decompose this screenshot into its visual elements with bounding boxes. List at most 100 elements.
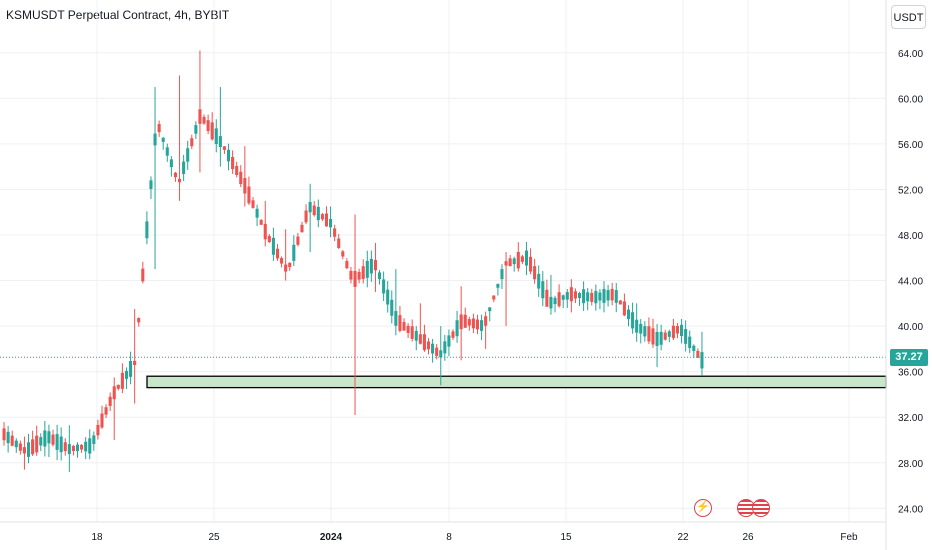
candle-body: [149, 180, 153, 189]
chart-title: KSMUSDT Perpetual Contract, 4h, BYBIT: [6, 8, 230, 22]
candle-body: [365, 260, 369, 278]
support-zone: [146, 375, 887, 389]
candle-body: [104, 407, 108, 415]
candle-body: [137, 318, 141, 323]
candle-body: [582, 289, 586, 304]
candle-body: [573, 291, 577, 299]
candle-body: [96, 424, 100, 436]
candle-body: [549, 296, 553, 309]
candle-body: [602, 288, 606, 303]
candle-body: [541, 281, 545, 299]
candle-body: [647, 326, 651, 342]
candle-body: [67, 444, 71, 455]
candle-body: [700, 352, 704, 369]
lightning-icon[interactable]: ⚡: [694, 499, 712, 517]
currency-button[interactable]: USDT: [891, 5, 926, 29]
candle-body: [6, 431, 10, 444]
candle-body: [39, 437, 43, 446]
candle-body: [447, 335, 451, 347]
candle-body: [659, 331, 663, 345]
candle-body: [231, 156, 235, 170]
candle-body: [610, 288, 614, 301]
candle-body: [333, 228, 337, 237]
candle-body: [226, 149, 231, 162]
candle-body: [553, 297, 557, 305]
candle-body: [218, 136, 222, 148]
candle-body: [120, 372, 124, 389]
candle-body: [533, 266, 537, 280]
candle-body: [537, 273, 541, 289]
candle-body: [267, 236, 271, 243]
candle-body: [598, 292, 602, 301]
candle-body: [308, 201, 312, 213]
candle-body: [692, 345, 696, 351]
candle-body: [186, 148, 190, 162]
candle-body: [524, 250, 528, 266]
candle-body: [353, 270, 357, 287]
candle-body: [18, 443, 22, 451]
candle-body: [451, 331, 455, 338]
candle-body: [480, 320, 484, 331]
candle-body: [594, 291, 598, 304]
candle-body: [206, 120, 210, 132]
candle-body: [606, 290, 610, 301]
candle-body: [586, 292, 590, 302]
candle-body: [467, 319, 471, 326]
candle-body: [271, 237, 275, 255]
candle-body: [304, 210, 308, 223]
candle-body: [141, 268, 145, 282]
candle-body: [222, 146, 226, 150]
x-tick-label: 15: [560, 532, 572, 543]
candle-body: [10, 435, 14, 446]
candle-body: [59, 436, 63, 453]
candle-body: [259, 220, 263, 225]
y-tick-label: 56.00: [898, 140, 923, 151]
us-flag-icon[interactable]: [752, 499, 770, 517]
x-tick-label: 25: [208, 532, 220, 543]
candle-body: [124, 370, 129, 379]
candle-body: [35, 435, 39, 453]
candle-body: [443, 341, 447, 354]
y-tick-label: 44.00: [898, 277, 923, 288]
candle-body: [475, 319, 480, 330]
candle-body: [667, 331, 671, 337]
candle-body: [520, 256, 524, 262]
candle-body: [529, 256, 533, 272]
candle-body: [508, 258, 512, 267]
candle-body: [145, 221, 149, 239]
y-tick-label: 40.00: [898, 322, 923, 333]
candle-body: [292, 244, 296, 261]
candle-body: [194, 125, 198, 134]
candle-body: [169, 159, 173, 168]
candle-body: [173, 172, 177, 178]
last-price-tag: 37.27: [890, 349, 928, 366]
candle-body: [439, 350, 443, 358]
candle-body: [84, 441, 88, 452]
candle-body: [410, 326, 414, 339]
candle-body: [414, 330, 418, 341]
candle-body: [202, 116, 206, 124]
candle-body: [324, 213, 329, 227]
candle-body: [157, 124, 161, 133]
candle-body: [622, 301, 626, 316]
candle-body: [639, 323, 643, 334]
candle-body: [626, 309, 631, 320]
candle-body: [651, 328, 655, 345]
candle-body: [75, 444, 80, 452]
candle-body: [496, 283, 500, 288]
candle-body: [484, 316, 488, 326]
candle-body: [643, 326, 647, 337]
candle-body: [618, 300, 622, 305]
candle-body: [406, 325, 410, 333]
candle-body: [655, 331, 659, 346]
candle-body: [671, 325, 675, 339]
candle-body: [504, 261, 508, 266]
candle-body: [312, 205, 316, 216]
candle-body: [394, 311, 398, 326]
candle-body: [63, 442, 67, 452]
y-tick-label: 52.00: [898, 185, 923, 196]
candle-body: [492, 295, 496, 300]
candle-body: [471, 318, 475, 329]
candle-body: [459, 314, 463, 330]
